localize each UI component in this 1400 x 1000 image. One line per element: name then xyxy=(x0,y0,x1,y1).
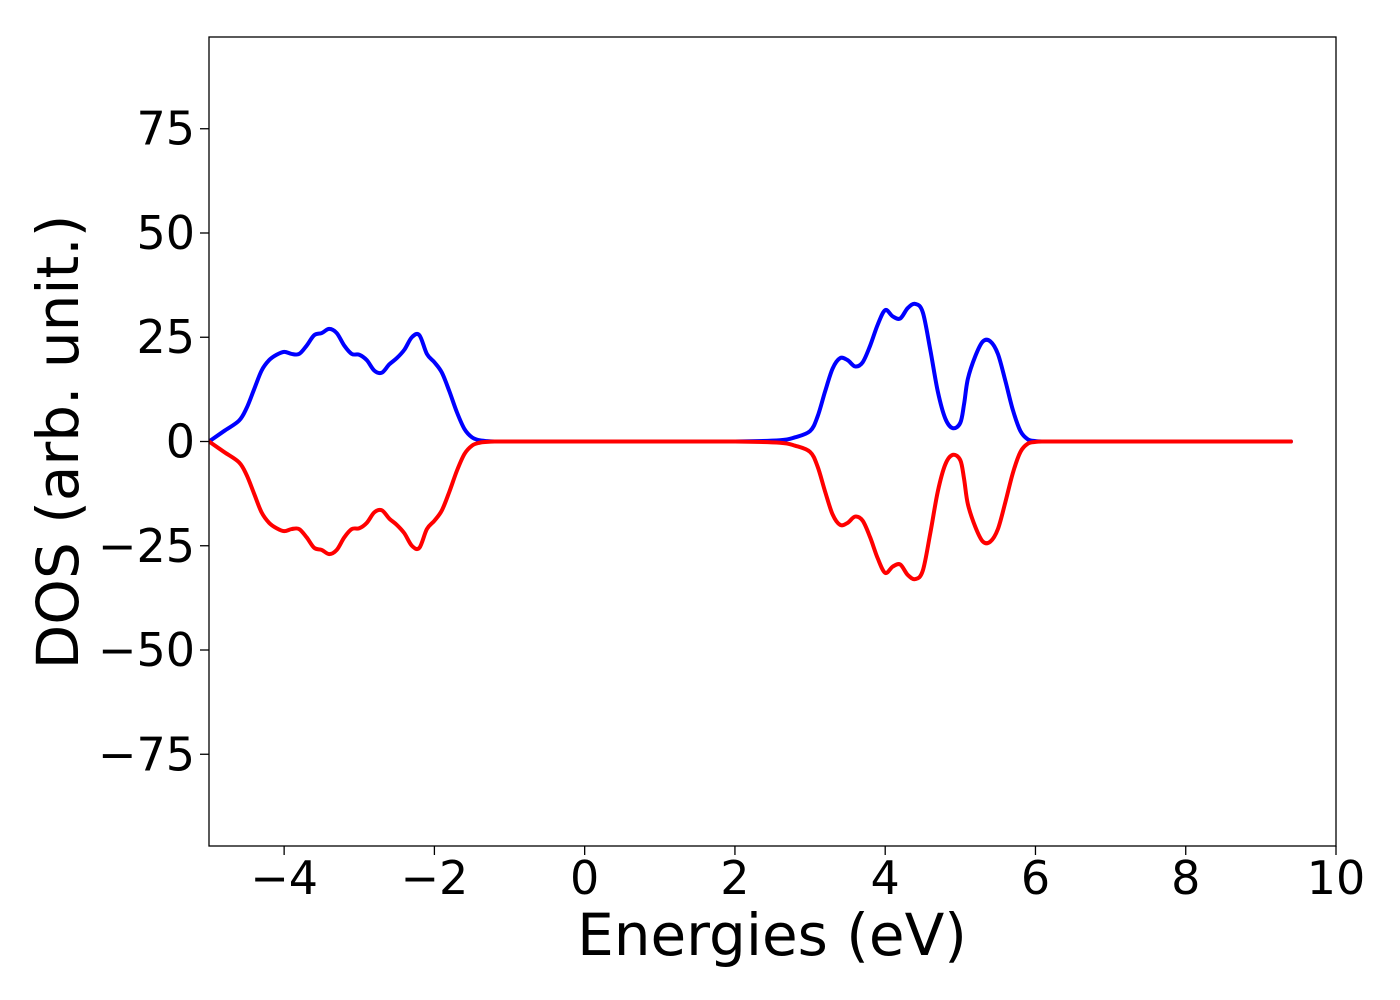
x-tick-label: 4 xyxy=(871,851,900,905)
x-axis-label: Energies (eV) xyxy=(577,901,967,969)
y-tick-label: 25 xyxy=(136,310,195,364)
y-tick-label: 75 xyxy=(136,102,195,156)
x-tick-label: −2 xyxy=(400,851,468,905)
x-tick-label: 8 xyxy=(1171,851,1200,905)
x-tick-label: 0 xyxy=(570,851,599,905)
x-tick-label: 6 xyxy=(1021,851,1050,905)
axes: −4 −2 0 2 4 6 8 10 75 50 25 0 −25 −50 −75 xyxy=(98,36,1366,905)
series-line-lower xyxy=(209,439,1293,582)
y-axis-label: DOS (arb. unit.) xyxy=(24,215,92,670)
y-tick-label: 0 xyxy=(166,415,195,469)
x-tick-label: 10 xyxy=(1307,851,1366,905)
plot-area xyxy=(209,301,1293,582)
y-tick-label: 50 xyxy=(136,206,195,260)
y-tick-label: −25 xyxy=(98,519,195,573)
x-tick-label: −4 xyxy=(250,851,318,905)
series-line-upper xyxy=(209,301,1293,444)
y-tick-label: −50 xyxy=(98,623,195,677)
y-tick-label: −75 xyxy=(98,727,195,781)
x-tick-label: 2 xyxy=(720,851,749,905)
